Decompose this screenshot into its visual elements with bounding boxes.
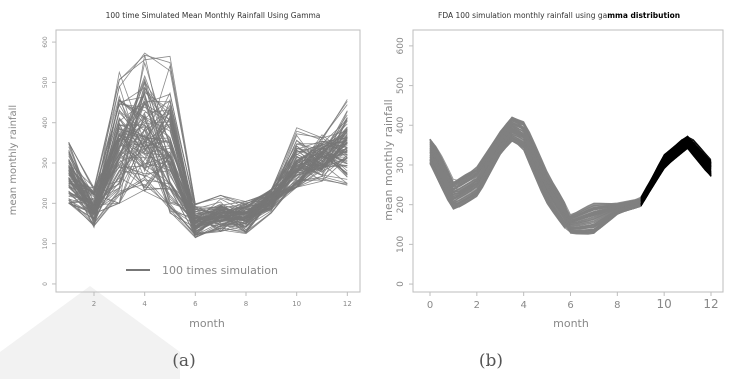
chart-a-x-tick-label: 10 [292,300,301,308]
chart-b-series-line [429,138,641,226]
chart-a-x-tick-label: 2 [92,300,96,308]
chart-a-y-tick-label: 400 [42,117,49,129]
caption-b: (b) [479,351,503,371]
chart-b-series-line [429,136,641,230]
chart-a-x-tick-label: 6 [193,300,198,308]
chart-a: 100 time Simulated Mean Monthly Rainfall… [8,11,361,330]
chart-a-series-line [68,104,348,224]
chart-a-legend-label: 100 times simulation [162,264,278,277]
watermark-shape [0,286,180,379]
chart-a-y-tick-label: 600 [42,36,49,48]
chart-a-series-line [68,109,348,233]
chart-a-series-line [68,61,348,219]
chart-b-series-line-highlight [640,137,712,200]
chart-a-legend: 100 times simulation [126,264,278,277]
chart-a-y-tick-label: 0 [42,282,49,286]
chart-b-plot-frame [412,29,724,293]
chart-a-y-tick-label: 300 [42,157,49,169]
chart-b-x-axis: 0 2 4 6 8 10 12 [427,292,719,311]
chart-a-series-line [68,109,348,220]
chart-a-title: 100 time Simulated Mean Monthly Rainfall… [106,11,321,20]
chart-b-title-part2: mma distribution [607,11,680,20]
chart-b-y-axis: 0 100 200 300 400 500 600 [396,37,413,287]
chart-b-x-tick-label: 12 [703,297,718,311]
chart-a-x-tick-label: 12 [343,300,352,308]
caption-a: (a) [172,351,195,371]
chart-b-series-line [429,124,641,234]
chart-b-y-label: mean monthly rainfall [382,99,395,220]
chart-b: FDA 100 simulation monthly rainfall usin… [382,11,724,330]
chart-b-y-tick-label: 0 [396,281,406,287]
chart-a-series-line [68,154,348,235]
chart-a-plot-frame [55,29,361,293]
chart-a-series-line [68,85,348,219]
chart-a-x-label: month [189,317,225,330]
chart-a-series-line [68,65,348,217]
chart-a-y-tick-label: 200 [42,197,49,209]
chart-b-x-label: month [553,317,589,330]
chart-a-y-axis: 0 100 200 300 400 500 600 [42,36,56,286]
chart-b-x-tick-label: 2 [474,300,480,311]
chart-a-x-tick-label: 4 [142,300,147,308]
chart-a-x-tick-label: 8 [244,300,248,308]
chart-b-x-tick-label: 6 [567,300,573,311]
chart-a-series-line [68,117,348,230]
chart-b-series-line [429,126,641,222]
chart-b-x-tick-label: 4 [520,300,526,311]
chart-b-y-tick-label: 400 [396,116,406,133]
chart-b-x-tick-label: 8 [614,300,620,311]
chart-b-x-tick-label: 0 [427,300,433,311]
chart-b-y-tick-label: 200 [396,196,406,213]
chart-b-series-line-highlight [640,142,712,205]
chart-b-y-tick-label: 600 [396,37,406,54]
chart-b-y-tick-label: 500 [396,77,406,94]
chart-a-series-group [68,52,348,239]
chart-b-title: FDA 100 simulation monthly rainfall usin… [438,11,680,20]
chart-b-series-group [429,116,712,235]
chart-a-series-line [68,109,348,227]
chart-b-series-line-highlight [640,147,712,206]
chart-b-title-part1: FDA 100 simulation monthly rainfall usin… [438,11,607,20]
chart-a-series-line [68,91,348,232]
chart-a-y-label: mean monthly rainfall [8,105,19,215]
chart-a-y-tick-label: 100 [42,238,49,250]
chart-b-y-tick-label: 300 [396,156,406,173]
chart-a-y-tick-label: 500 [42,76,49,88]
chart-b-x-tick-label: 10 [657,297,672,311]
chart-a-x-axis: 2 4 6 8 10 12 [92,292,352,308]
chart-b-series-line [429,125,641,220]
chart-b-y-tick-label: 100 [396,236,406,253]
chart-b-series-line [429,116,641,234]
